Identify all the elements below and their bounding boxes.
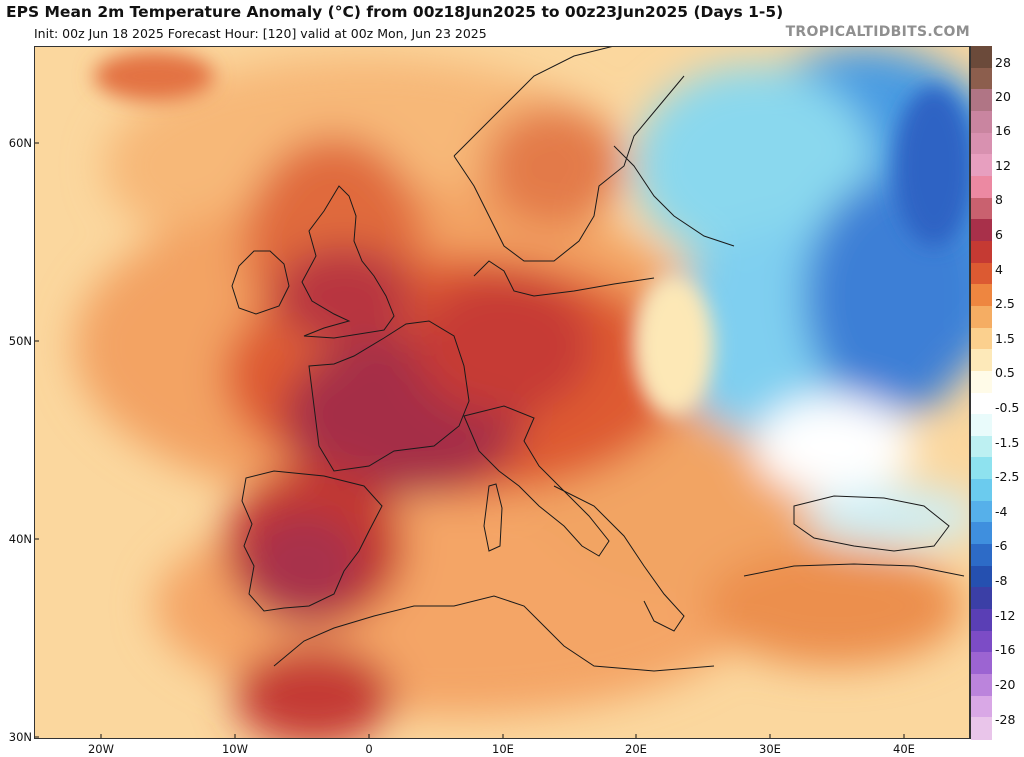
colorbar-label: 16 <box>995 123 1011 138</box>
lon-label-40e: 40E <box>893 742 915 756</box>
colorbar-swatch <box>971 240 992 264</box>
colorbar-label: 1.5 <box>995 331 1015 346</box>
colorbar-swatch <box>971 110 992 134</box>
colorbar-swatch <box>971 522 992 545</box>
colorbar-label: 20 <box>995 89 1011 104</box>
lon-label-10e: 10E <box>492 742 514 756</box>
colorbar-swatch <box>971 132 992 155</box>
colorbar-swatch <box>971 587 992 610</box>
colorbar-label: -2.5 <box>995 469 1020 484</box>
colorbar-label: -12 <box>995 608 1016 623</box>
colorbar-label: 6 <box>995 227 1003 242</box>
temperature-anomaly-map <box>34 46 970 739</box>
colorbar-label: -6 <box>995 538 1008 553</box>
colorbar-swatch <box>971 284 992 307</box>
colorbar-swatch <box>971 695 992 718</box>
colorbar-swatch <box>971 392 992 415</box>
colorbar-label: 8 <box>995 192 1003 207</box>
colorbar <box>970 46 992 740</box>
colorbar-label: -1.5 <box>995 435 1020 450</box>
colorbar-label: -20 <box>995 677 1016 692</box>
colorbar-swatch <box>971 717 992 740</box>
colorbar-swatch <box>971 544 992 567</box>
lon-label-0: 0 <box>365 742 373 756</box>
colorbar-swatch <box>971 414 992 437</box>
colorbar-swatch <box>971 327 992 350</box>
colorbar-label: 0.5 <box>995 365 1015 380</box>
site-brand: TROPICALTIDBITS.COM <box>785 24 970 40</box>
colorbar-swatch <box>971 609 992 632</box>
colorbar-swatch <box>971 630 992 653</box>
anomaly-field <box>74 46 970 739</box>
lat-label-30n: 30N <box>8 730 32 744</box>
colorbar-label: 28 <box>995 55 1011 70</box>
colorbar-label: -28 <box>995 712 1016 727</box>
lon-label-20e: 20E <box>625 742 647 756</box>
colorbar-swatch <box>971 370 992 394</box>
colorbar-swatch <box>971 500 992 524</box>
lon-label-20w: 20W <box>87 742 114 756</box>
colorbar-swatch <box>971 435 992 459</box>
colorbar-swatch <box>971 197 992 220</box>
lon-label-10w: 10W <box>221 742 248 756</box>
lat-label-60n: 60N <box>8 136 32 150</box>
colorbar-swatch <box>971 565 992 588</box>
lat-label-50n: 50N <box>8 334 32 348</box>
lat-label-40n: 40N <box>8 532 32 546</box>
colorbar-label: 4 <box>995 262 1003 277</box>
colorbar-label: -0.5 <box>995 400 1020 415</box>
colorbar-swatch <box>971 349 992 372</box>
coastlines <box>231 46 965 672</box>
lon-label-30e: 30E <box>759 742 781 756</box>
colorbar-swatch <box>971 262 992 285</box>
colorbar-swatch <box>971 674 992 697</box>
colorbar-label: -8 <box>995 573 1008 588</box>
colorbar-swatch <box>971 479 992 502</box>
colorbar-swatch <box>971 652 992 675</box>
colorbar-label: -4 <box>995 504 1008 519</box>
colorbar-swatch <box>971 67 992 90</box>
colorbar-swatch <box>971 457 992 480</box>
colorbar-swatch <box>971 154 992 177</box>
colorbar-swatch <box>971 219 992 242</box>
map-title: EPS Mean 2m Temperature Anomaly (°C) fro… <box>6 3 784 21</box>
colorbar-label: -16 <box>995 642 1016 657</box>
colorbar-swatch <box>971 46 992 69</box>
colorbar-swatch <box>971 89 992 112</box>
map-subtitle: Init: 00z Jun 18 2025 Forecast Hour: [12… <box>34 26 487 41</box>
colorbar-label: 12 <box>995 158 1011 173</box>
colorbar-label: 2.5 <box>995 296 1015 311</box>
colorbar-swatch <box>971 305 992 329</box>
colorbar-swatch <box>971 175 992 199</box>
